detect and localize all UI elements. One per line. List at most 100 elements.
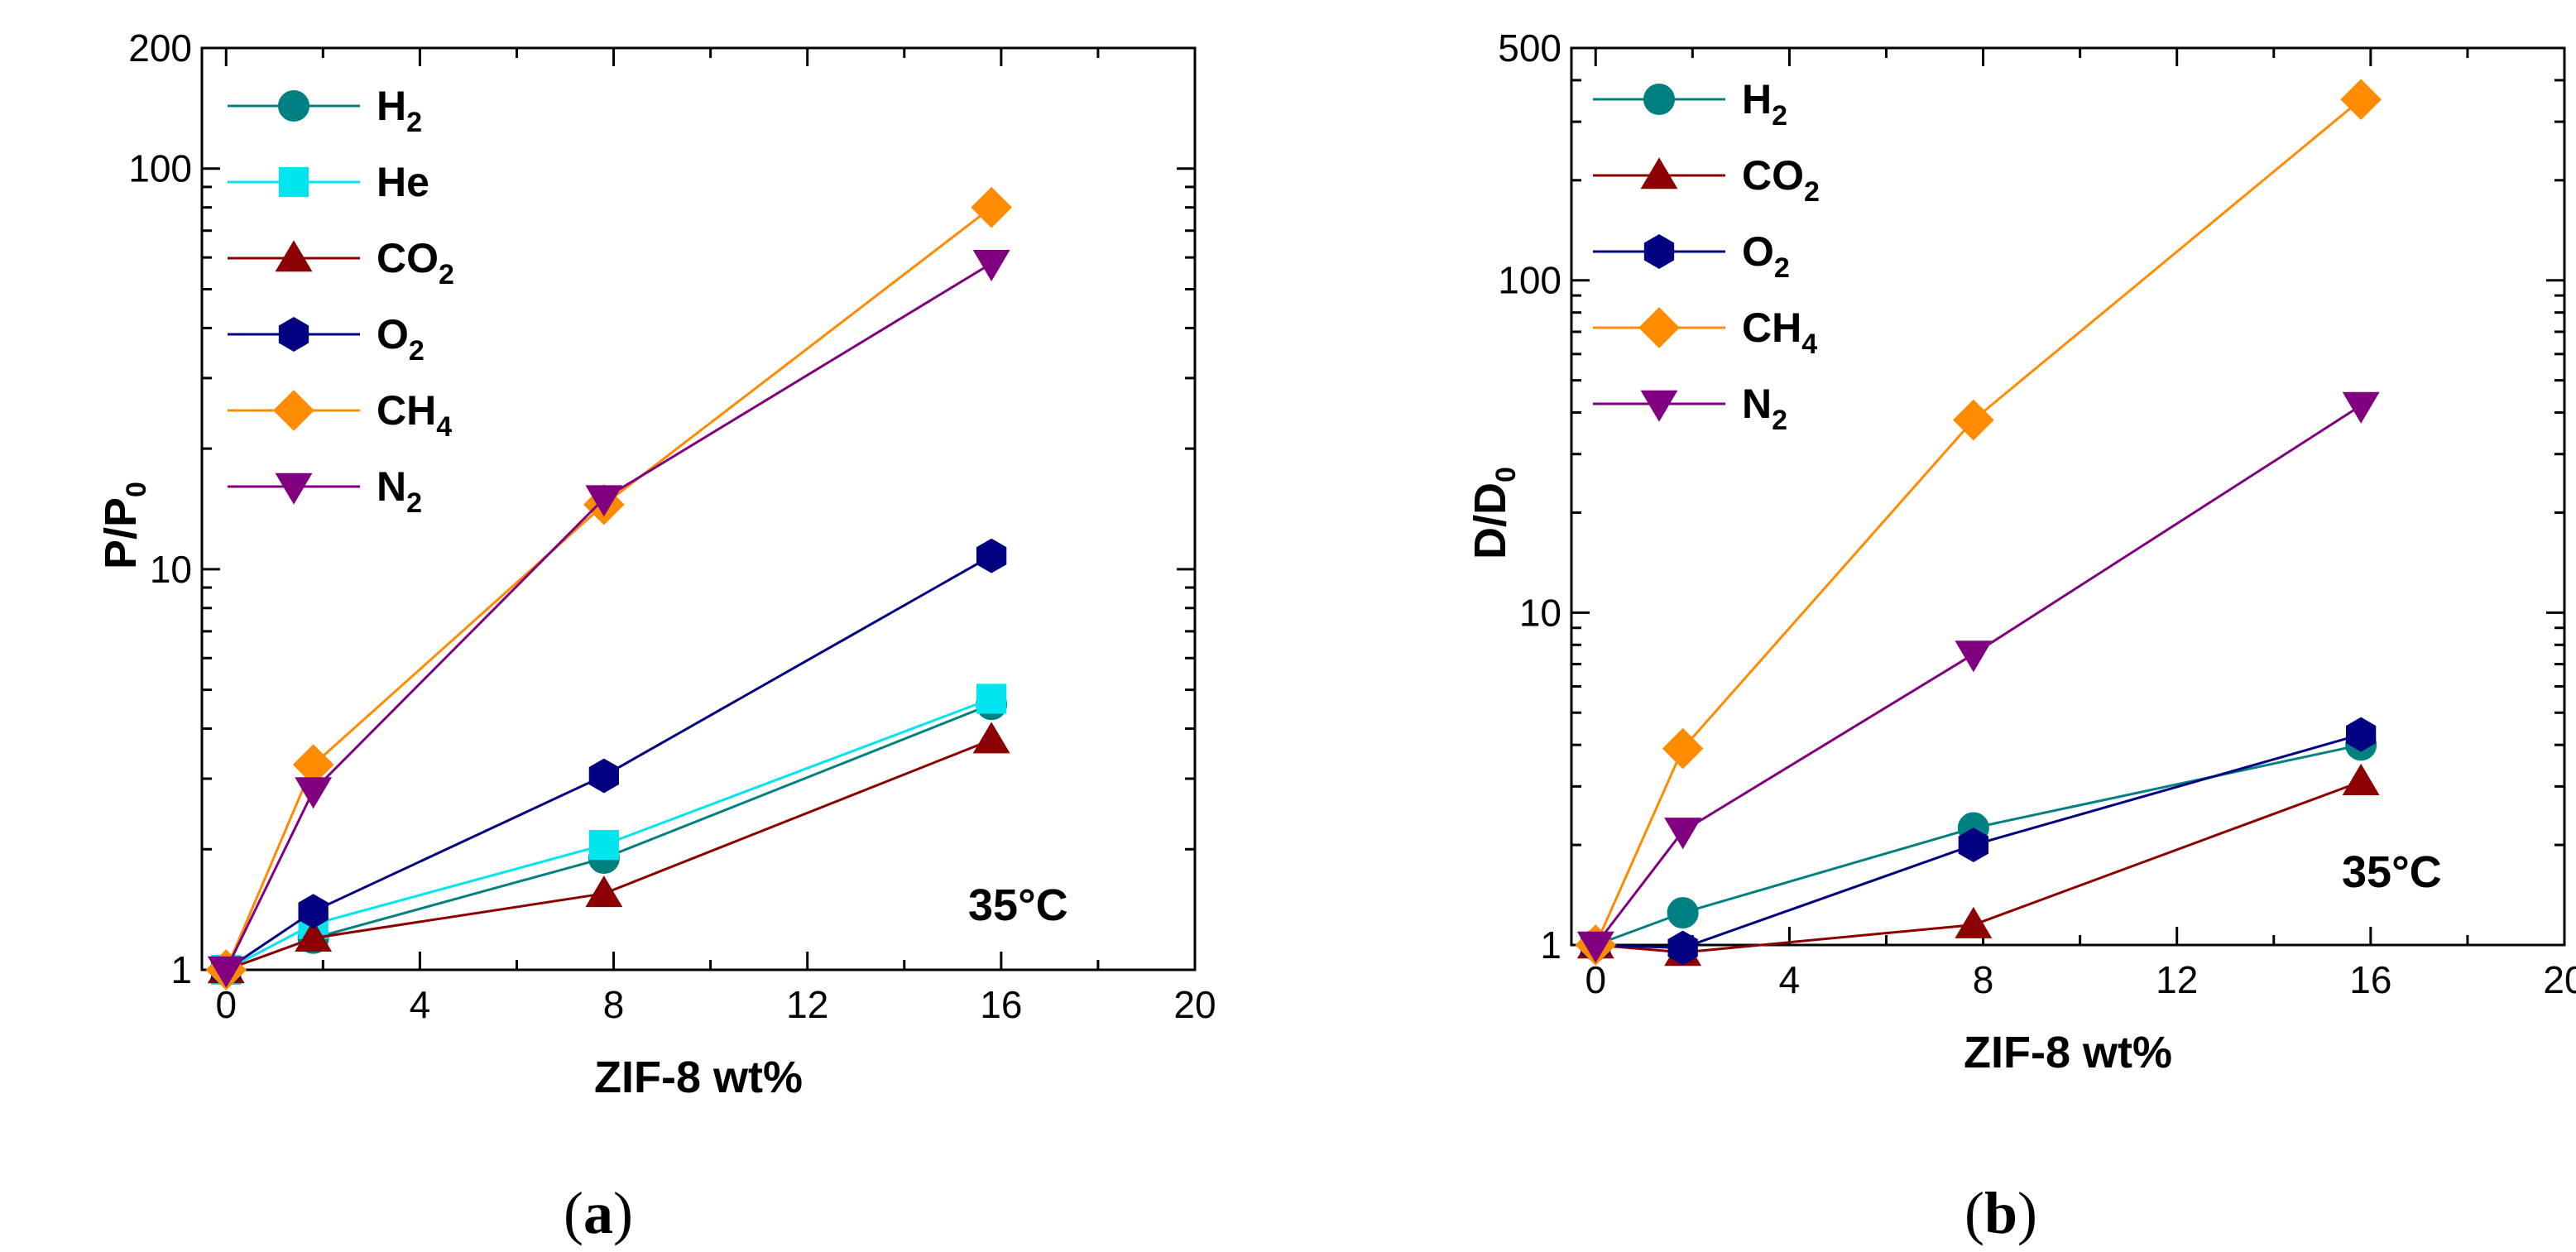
data-point-H2 [1667, 897, 1699, 929]
series-line-CO2 [1595, 780, 2362, 954]
legend-label-main: N [377, 463, 406, 510]
panel-caption-close: ) [2017, 1180, 2037, 1246]
y-tick-label: 200 [128, 26, 192, 70]
legend-label-sub: 2 [1772, 405, 1787, 436]
legend-label-CH4: CH4 [377, 387, 452, 443]
data-point-N2 [1664, 818, 1702, 850]
y-axis-label: P/P0 [96, 482, 152, 569]
legend-label-CO2: CO2 [377, 235, 454, 290]
x-tick-label: 12 [2156, 958, 2198, 1001]
legend-label-sub: 4 [1801, 329, 1817, 360]
legend-label-sub: 2 [439, 259, 454, 290]
legend-marker-He [278, 166, 309, 198]
panel-caption-open: ( [564, 1180, 583, 1246]
legend-label-sub: 2 [1772, 100, 1787, 132]
legend-marker-H2 [278, 90, 309, 122]
legend-label-H2: H2 [377, 83, 422, 138]
legend-label-main: H [377, 83, 406, 129]
legend-label-sub: 4 [436, 411, 452, 443]
legend-label-main: H [1742, 76, 1772, 122]
data-point-N2 [295, 777, 333, 809]
x-tick-label: 12 [786, 983, 828, 1026]
legend-label-main: N [1742, 381, 1772, 427]
series-line-N2 [224, 261, 992, 971]
legend-label-He: He [377, 159, 429, 205]
x-axis-label: ZIF-8 wt% [594, 1053, 803, 1102]
data-point-CO2 [972, 722, 1010, 754]
series-line-N2 [1595, 404, 2362, 946]
data-point-O2 [976, 538, 1007, 573]
legend-label-main: He [377, 159, 429, 205]
legend-marker-CO2 [1640, 157, 1678, 189]
legend-marker-O2 [278, 317, 309, 352]
series-line-CH4 [224, 206, 993, 971]
panel-caption-letter: a [583, 1180, 613, 1246]
legend-label-sub: 2 [1804, 176, 1820, 208]
legend-marker-H2 [1643, 84, 1675, 115]
data-point-O2 [298, 894, 329, 929]
y-tick-label: 100 [1498, 259, 1561, 302]
y-tick-label: 1 [170, 948, 192, 991]
plot-frame [1570, 46, 2566, 947]
x-tick-label: 20 [2543, 958, 2576, 1001]
legend-label-main: O [377, 311, 409, 357]
data-point-N2 [585, 485, 623, 517]
legend-label-N2: N2 [377, 463, 422, 519]
series-line-CO2 [225, 738, 992, 971]
y-tick-label: 500 [1498, 26, 1561, 70]
legend-label-N2: N2 [1742, 381, 1787, 436]
legend-marker-CH4 [273, 390, 314, 431]
data-point-CO2 [2342, 763, 2380, 795]
legend-label-main: O [1742, 228, 1774, 275]
x-tick-label: 4 [410, 983, 431, 1026]
data-point-CO2 [1955, 906, 1993, 938]
data-point-O2 [1667, 930, 1698, 966]
legend-label-sub: 2 [406, 107, 422, 138]
y-axis-label-main: P/P [96, 497, 146, 569]
legend-label-CH4: CH4 [1742, 305, 1817, 360]
y-tick-label: 1 [1540, 923, 1561, 967]
y-axis-label: D/D0 [1465, 467, 1522, 559]
legend-label-CO2: CO2 [1742, 152, 1820, 208]
data-point-O2 [1958, 827, 1989, 863]
panel-caption-close: ) [613, 1180, 633, 1246]
legend-label-main: CH [377, 387, 436, 434]
y-tick-label: 10 [1519, 591, 1561, 634]
legend-label-H2: H2 [1742, 76, 1787, 132]
legend-label-sub: 2 [406, 487, 422, 519]
data-point-CH4 [1662, 727, 1704, 770]
legend-label-main: CO [1742, 152, 1804, 199]
data-point-CO2 [295, 919, 333, 952]
series-line-He [225, 697, 992, 971]
legend-label-sub: 2 [409, 335, 425, 367]
series-line-O2 [1595, 733, 2362, 950]
data-point-CH4 [971, 186, 1012, 228]
x-tick-label: 8 [1973, 958, 1994, 1001]
panel-caption-open: ( [1964, 1180, 1984, 1246]
y-tick-label: 100 [128, 147, 192, 190]
series-line-H2 [1595, 743, 2362, 947]
data-point-O2 [2345, 717, 2377, 752]
x-tick-label: 16 [980, 983, 1022, 1026]
legend-marker-CO2 [275, 240, 313, 272]
temperature-annotation: 35°C [2342, 847, 2442, 897]
data-point-N2 [1955, 640, 1993, 673]
panel-caption: (b) [1964, 1180, 2037, 1246]
legend-marker-O2 [1643, 234, 1675, 269]
x-tick-label: 20 [1173, 983, 1216, 1026]
y-axis-label-sub: 0 [1490, 467, 1522, 482]
legend-label-main: CO [377, 235, 439, 281]
data-point-He [588, 829, 619, 861]
panel-caption: (a) [564, 1180, 633, 1246]
data-point-CH4 [2340, 79, 2382, 121]
data-point-N2 [2342, 391, 2380, 424]
panel-caption-letter: b [1984, 1180, 2017, 1246]
legend-marker-N2 [275, 472, 313, 505]
data-point-N2 [1576, 931, 1614, 963]
y-axis-label-sub: 0 [121, 482, 152, 497]
y-axis-label-main: D/D [1465, 482, 1515, 559]
legend-marker-CH4 [1638, 307, 1680, 348]
legend-marker-N2 [1640, 390, 1678, 422]
